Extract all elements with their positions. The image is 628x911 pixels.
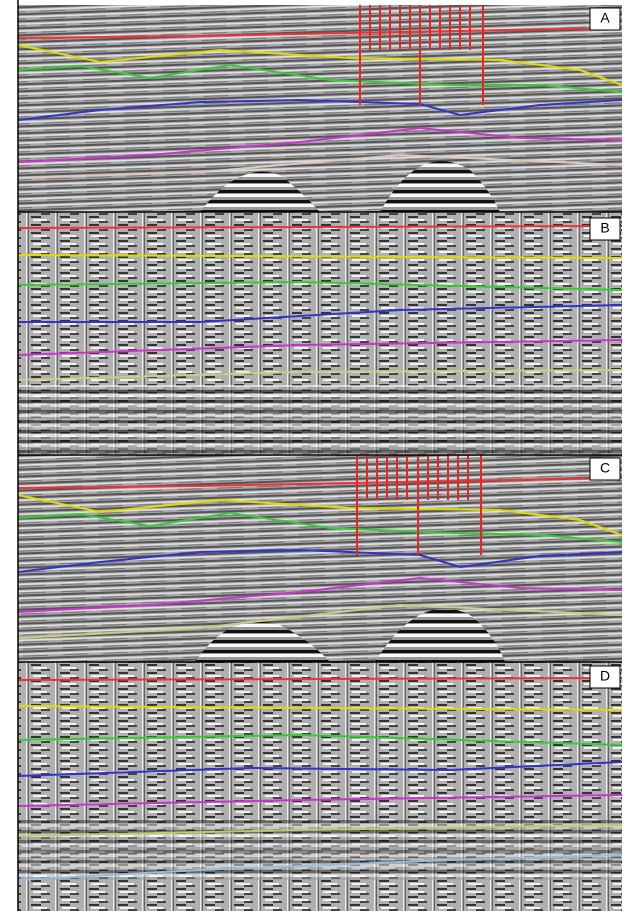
horizon [17,477,623,489]
horizon [17,27,623,39]
panel-label: B [600,220,609,236]
horizon [17,225,623,229]
horizon [17,494,623,536]
horizon [17,511,623,543]
panel-label: D [600,668,610,684]
label-box [589,217,621,241]
horizon [17,369,623,381]
panel-c: C [17,455,623,662]
horizon [17,153,623,179]
label-box [589,665,621,689]
bright-body [200,161,500,212]
well-lines [356,455,482,555]
panel-label: C [600,460,610,476]
horizon [17,126,623,163]
horizon [17,576,623,613]
horizon [17,705,623,711]
horizon [17,339,623,356]
horizon [18,304,623,323]
horizon [17,733,623,746]
bright-zone [18,385,622,455]
horizon [17,280,623,291]
panel-borders [17,0,622,911]
panel-b: B [17,212,623,455]
horizon [17,548,623,573]
horizon [17,854,623,881]
panel-a: A [17,5,623,212]
horizon [17,794,623,807]
horizon [17,761,623,777]
label-box [589,457,621,481]
horizon [17,63,623,93]
horizon [17,44,623,86]
panel-d: D [17,662,623,911]
label-box [589,7,621,31]
horizon [17,824,623,837]
well-lines [359,5,484,105]
horizon [17,603,623,639]
horizon [17,254,623,259]
horizon [17,677,623,681]
bright-body [195,608,505,662]
panel-label: A [600,10,610,26]
